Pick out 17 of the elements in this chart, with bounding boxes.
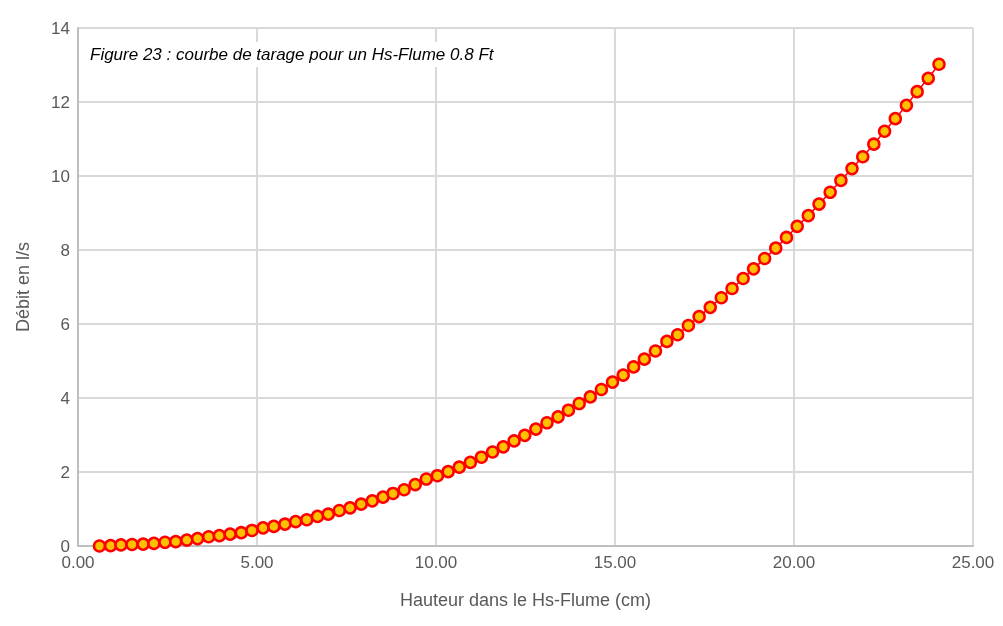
y-tick-label: 6 bbox=[60, 314, 70, 334]
y-tick-label: 0 bbox=[60, 536, 70, 556]
x-tick-label: 10.00 bbox=[414, 553, 458, 572]
x-tick-label: 5.00 bbox=[240, 553, 274, 572]
x-tick-label: 25.00 bbox=[951, 553, 995, 572]
x-tick-label: 0.00 bbox=[61, 553, 95, 572]
y-tick-label: 8 bbox=[60, 240, 70, 260]
y-tick-label: 10 bbox=[51, 166, 70, 186]
x-axis-title: Hauteur dans le Hs-Flume (cm) bbox=[399, 590, 652, 610]
y-tick-label: 14 bbox=[51, 18, 70, 38]
text: Figure 23 : courbe de tarage pour un Hs-Flume 0.8 Ft bbox=[90, 45, 495, 64]
y-tick-label: 12 bbox=[51, 92, 70, 112]
y-axis-title: Débit en l/s bbox=[13, 241, 33, 333]
x-tick-label: 20.00 bbox=[772, 553, 816, 572]
x-tick-label: 15.00 bbox=[593, 553, 637, 572]
y-tick-label: 2 bbox=[60, 462, 70, 482]
y-tick-label: 4 bbox=[60, 388, 70, 408]
